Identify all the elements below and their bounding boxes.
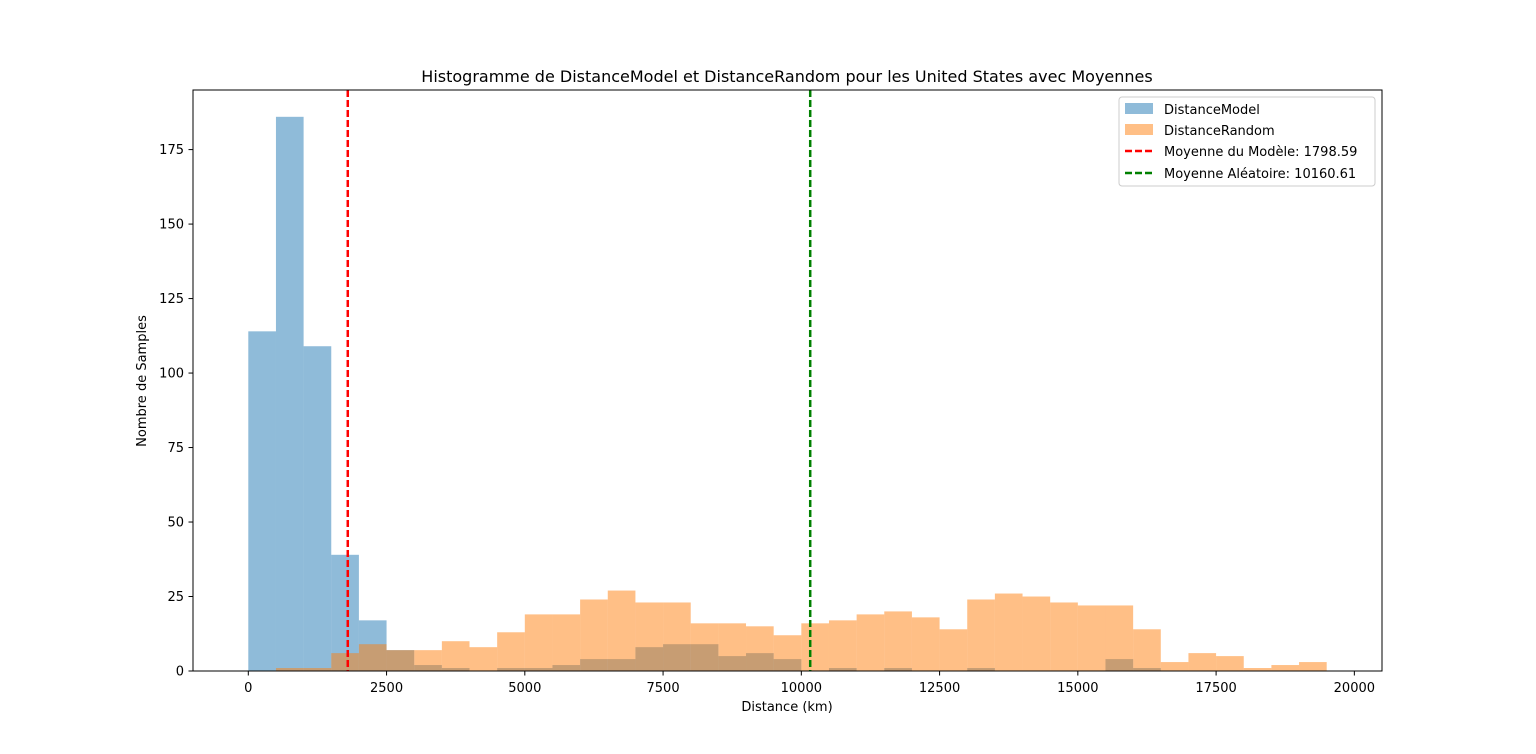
y-tick-label-100: 100 — [159, 367, 184, 382]
bar-distancerandom-6500 — [607, 590, 636, 671]
y-tick-label-0: 0 — [176, 665, 184, 680]
y-axis-label: Nombre de Samples — [135, 315, 150, 447]
bar-distancerandom-1000 — [303, 668, 332, 671]
bar-distancerandom-18500 — [1271, 665, 1300, 671]
bar-distancerandom-14500 — [1050, 602, 1078, 671]
bar-distancerandom-2000 — [358, 644, 387, 671]
bar-distancerandom-9500 — [773, 635, 802, 671]
legend-label-distancemodel: DistanceModel — [1164, 103, 1260, 118]
legend-label-distancerandom: DistanceRandom — [1164, 124, 1275, 139]
bar-distancemodel-0 — [248, 331, 276, 671]
bar-distancerandom-12500 — [939, 629, 968, 671]
legend-swatch-distancerandom — [1125, 124, 1153, 135]
bar-distancerandom-500 — [275, 668, 304, 671]
x-tick-label-10000: 10000 — [781, 681, 822, 696]
bar-distancerandom-10000 — [801, 623, 829, 671]
legend-label-mean-model: Moyenne du Modèle: 1798.59 — [1164, 145, 1357, 160]
bar-distancerandom-3000 — [414, 650, 442, 671]
plot-area — [248, 90, 1327, 672]
chart-title: Histogramme de DistanceModel et Distance… — [421, 67, 1152, 86]
bar-distancerandom-17000 — [1188, 653, 1217, 671]
bar-distancerandom-8000 — [690, 623, 719, 671]
bar-distancerandom-6000 — [580, 599, 608, 671]
x-tick-label-12500: 12500 — [919, 681, 960, 696]
bar-distancerandom-4000 — [469, 647, 498, 671]
x-tick-label-0: 0 — [244, 681, 252, 696]
legend-box — [1118, 96, 1376, 187]
bar-distancerandom-16500 — [1160, 662, 1189, 671]
plot-frame — [192, 89, 1383, 672]
bar-distancemodel-500 — [275, 116, 304, 672]
bar-distancerandom-18000 — [1243, 668, 1272, 671]
bar-distancerandom-5000 — [524, 614, 553, 671]
y-tick-label-150: 150 — [159, 218, 184, 233]
bar-distancerandom-19000 — [1299, 662, 1327, 671]
bar-distancerandom-11000 — [856, 614, 885, 671]
y-tick-label-75: 75 — [167, 441, 184, 456]
bar-distancerandom-9000 — [746, 626, 774, 671]
bar-distancerandom-8500 — [718, 623, 747, 671]
bar-distancerandom-3500 — [441, 641, 470, 671]
bar-distancerandom-15500 — [1105, 605, 1134, 671]
bar-distancerandom-11500 — [884, 611, 912, 671]
bar-distancerandom-13500 — [994, 593, 1023, 671]
y-tick-label-50: 50 — [167, 516, 184, 531]
x-tick-label-2500: 2500 — [370, 681, 403, 696]
bar-distancerandom-1500 — [331, 653, 359, 671]
legend: DistanceModel DistanceRandom Moyenne du … — [1118, 96, 1376, 187]
y-axis-ticks: 0 25 50 75 100 125 150 175 — [159, 143, 193, 680]
series-distancerandom-bars — [275, 590, 1327, 671]
bar-distancerandom-7000 — [635, 602, 664, 671]
x-tick-label-7500: 7500 — [647, 681, 680, 696]
bar-distancemodel-1500 — [331, 554, 359, 671]
mean-lines — [346, 90, 812, 671]
x-tick-label-5000: 5000 — [508, 681, 541, 696]
bar-distancerandom-17500 — [1216, 656, 1244, 671]
bar-distancerandom-12000 — [911, 617, 940, 671]
bar-distancemodel-1000 — [303, 346, 332, 671]
y-tick-label-125: 125 — [159, 292, 184, 307]
x-axis-label: Distance (km) — [741, 700, 832, 715]
bar-distancerandom-4500 — [497, 632, 525, 671]
bar-distancerandom-14000 — [1022, 596, 1051, 671]
bar-distancerandom-2500 — [386, 650, 415, 671]
bar-distancerandom-5500 — [552, 614, 581, 671]
x-tick-label-17500: 17500 — [1195, 681, 1236, 696]
legend-swatch-distancemodel — [1125, 103, 1153, 114]
x-tick-label-20000: 20000 — [1334, 681, 1375, 696]
bar-distancerandom-10500 — [828, 620, 857, 671]
bar-distancerandom-13000 — [967, 599, 995, 671]
legend-label-mean-random: Moyenne Aléatoire: 10160.61 — [1164, 167, 1356, 182]
bar-distancerandom-16000 — [1133, 629, 1161, 671]
x-axis-ticks: 0 2500 5000 7500 10000 12500 15000 17500 20000 — [244, 671, 1375, 696]
bar-distancerandom-7500 — [663, 602, 691, 671]
y-tick-label-175: 175 — [159, 143, 184, 158]
y-tick-label-25: 25 — [167, 590, 184, 605]
bar-distancerandom-15000 — [1077, 605, 1106, 671]
x-tick-label-15000: 15000 — [1057, 681, 1098, 696]
